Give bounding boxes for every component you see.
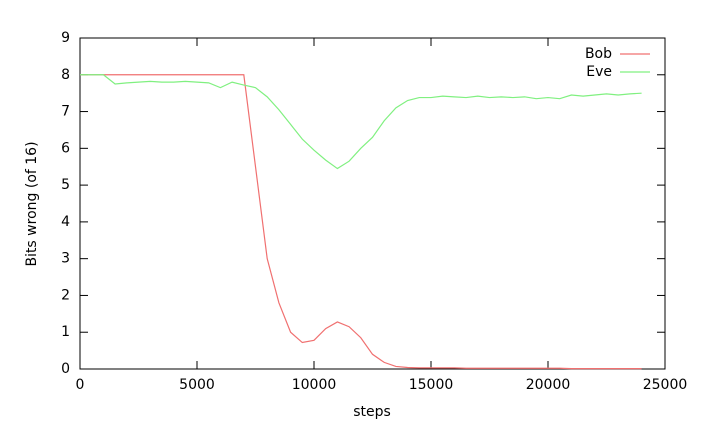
y-tick-label: 3: [61, 251, 70, 267]
y-tick-label: 7: [61, 104, 70, 120]
y-tick-label: 5: [61, 177, 70, 193]
x-tick-label: 10000: [292, 377, 337, 393]
y-tick-label: 0: [61, 361, 70, 377]
y-tick-label: 6: [61, 140, 70, 156]
x-tick-label: 5000: [179, 377, 215, 393]
legend-label: Eve: [586, 64, 612, 80]
series-line: [80, 74, 642, 370]
x-tick-label: 25000: [643, 377, 688, 393]
y-tick-label: 9: [61, 30, 70, 46]
x-tick-label: 20000: [526, 377, 571, 393]
plot-frame: [79, 37, 666, 370]
legend-label: Bob: [585, 46, 612, 62]
x-tick-label: 0: [76, 377, 85, 393]
series-line: [80, 74, 642, 170]
y-tick-label: 4: [61, 214, 70, 230]
y-axis-label: Bits wrong (of 16): [24, 141, 40, 266]
x-tick-label: 15000: [409, 377, 454, 393]
y-tick-label: 2: [61, 287, 70, 303]
x-axis-label: steps: [353, 404, 391, 420]
y-tick-label: 8: [61, 67, 70, 83]
y-tick-label: 1: [61, 324, 70, 340]
